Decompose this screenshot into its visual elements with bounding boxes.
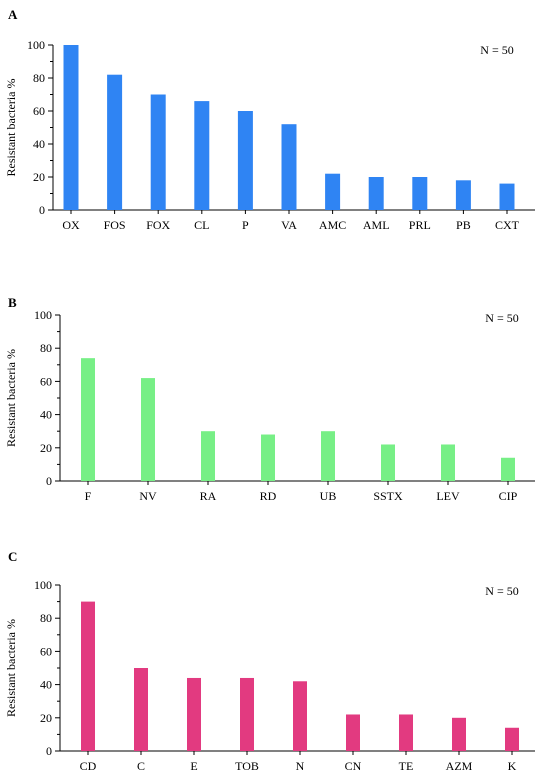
bar-azm — [452, 717, 466, 751]
chart-panel-c: C 0 20 40 60 80 100 Resistant bacteria % N = 50 C… — [4, 549, 535, 773]
x-tick-label: E — [190, 759, 197, 773]
panel-letter: A — [8, 7, 18, 22]
x-tick-label: P — [242, 218, 249, 232]
x-tick-label: K — [508, 759, 517, 773]
x-tick-label: SSTX — [373, 489, 403, 503]
bar-cip — [501, 457, 515, 481]
chart-panel-a: A 0 20 40 60 80 100 Resistant bacteria % N = 50 O… — [4, 7, 535, 232]
x-tick-label: FOS — [104, 218, 126, 232]
bar-cd — [81, 601, 95, 751]
bar-pb — [455, 180, 471, 210]
bar-cxt — [499, 183, 515, 210]
x-tick-label: CN — [345, 759, 362, 773]
x-tick-label: AMC — [319, 218, 346, 232]
y-tick-label: 80 — [33, 71, 45, 85]
bar-sstx — [381, 444, 395, 481]
bar-c — [134, 668, 148, 751]
x-tick-label: FOX — [146, 218, 170, 232]
y-tick-label: 60 — [40, 644, 52, 658]
bar-fox — [150, 94, 166, 210]
y-tick-label: 0 — [39, 203, 45, 217]
bar-ub — [321, 431, 335, 481]
y-tick-label: 40 — [40, 678, 52, 692]
x-tick-label: AZM — [446, 759, 473, 773]
bar-nv — [141, 378, 155, 481]
x-tick-label: RA — [200, 489, 217, 503]
x-tick-label: OX — [62, 218, 80, 232]
bar-va — [281, 124, 297, 210]
x-tick-label: PB — [456, 218, 471, 232]
x-tick-label: F — [85, 489, 92, 503]
y-tick-label: 0 — [46, 744, 52, 758]
bar-ra — [201, 431, 215, 481]
bar-cn — [346, 714, 360, 751]
x-tick-label: VA — [281, 218, 297, 232]
bar-cl — [194, 101, 210, 210]
bar-p — [237, 111, 253, 210]
chart-panel-b: B 0 20 40 60 80 100 Resistant bacteria % N = 50 F… — [4, 295, 535, 503]
bar-ox — [63, 45, 79, 210]
y-tick-label: 20 — [33, 170, 45, 184]
y-axis-title: Resistant bacteria % — [4, 619, 18, 717]
y-axis-title: Resistant bacteria % — [4, 79, 18, 177]
x-tick-label: UB — [320, 489, 337, 503]
bar-tob — [240, 677, 254, 751]
x-tick-label: CL — [194, 218, 209, 232]
y-tick-label: 0 — [46, 474, 52, 488]
x-tick-label: PRL — [409, 218, 431, 232]
bar-lev — [441, 444, 455, 481]
sample-size-label: N = 50 — [485, 584, 518, 598]
panel-letter: C — [8, 549, 17, 564]
bar-prl — [412, 177, 428, 210]
y-tick-label: 100 — [34, 308, 52, 322]
bar-n — [293, 681, 307, 751]
y-tick-label: 100 — [34, 578, 52, 592]
y-axis-title: Resistant bacteria % — [4, 349, 18, 447]
y-tick-label: 100 — [27, 38, 45, 52]
sample-size-label: N = 50 — [480, 43, 513, 57]
bar-fos — [107, 74, 123, 210]
x-tick-label: NV — [139, 489, 157, 503]
bar-aml — [368, 177, 384, 210]
bar-f — [81, 358, 95, 481]
x-tick-label: RD — [260, 489, 277, 503]
y-tick-label: 40 — [40, 408, 52, 422]
x-tick-label: C — [137, 759, 145, 773]
bar-te — [399, 714, 413, 751]
x-tick-label: N — [296, 759, 305, 773]
y-tick-label: 60 — [33, 104, 45, 118]
x-tick-label: CD — [80, 759, 97, 773]
y-tick-label: 60 — [40, 374, 52, 388]
y-tick-label: 80 — [40, 611, 52, 625]
bar-rd — [261, 434, 275, 481]
panel-letter: B — [8, 295, 17, 310]
x-tick-label: CXT — [495, 218, 520, 232]
y-tick-label: 20 — [40, 441, 52, 455]
y-tick-label: 20 — [40, 711, 52, 725]
x-tick-label: CIP — [499, 489, 518, 503]
x-tick-label: LEV — [436, 489, 460, 503]
x-tick-label: TOB — [235, 759, 259, 773]
y-tick-label: 80 — [40, 341, 52, 355]
y-tick-label: 40 — [33, 137, 45, 151]
bar-k — [505, 727, 519, 751]
bar-amc — [325, 173, 341, 210]
sample-size-label: N = 50 — [485, 311, 518, 325]
bar-e — [187, 677, 201, 751]
x-tick-label: AML — [363, 218, 390, 232]
x-tick-label: TE — [399, 759, 414, 773]
